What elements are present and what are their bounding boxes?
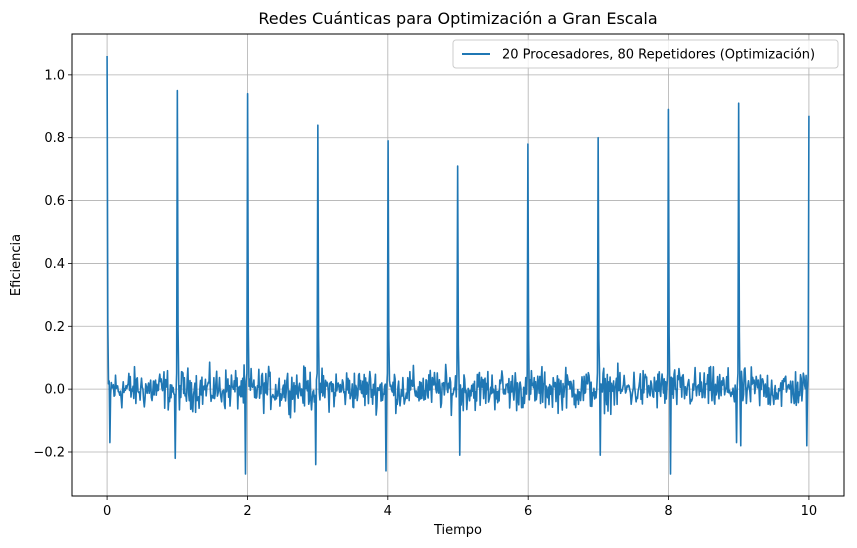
plot-frame <box>71 33 845 497</box>
y-tick-label: 0.0 <box>44 383 65 398</box>
y-tick-label: 0.6 <box>44 194 65 209</box>
x-tick-label: 0 <box>103 504 111 519</box>
x-tick-label: 6 <box>524 504 532 519</box>
ticks-layer: 0 2 4 6 8 10 −0.2 0.0 0.2 0.4 0.6 0.8 1.0 <box>33 68 817 519</box>
y-tick-label: 0.8 <box>44 131 65 146</box>
x-tick-label: 2 <box>243 504 251 519</box>
y-tick-label: 0.4 <box>44 257 65 272</box>
legend: 20 Procesadores, 80 Repetidores (Optimiz… <box>452 39 839 69</box>
y-axis-label: Eficiencia <box>9 234 24 296</box>
chart-title: Redes Cuánticas para Optimización a Gran… <box>258 9 657 28</box>
legend-box <box>452 39 839 69</box>
y-tick-label: −0.2 <box>33 446 65 461</box>
x-tick-label: 10 <box>801 504 818 519</box>
y-tick-label: 1.0 <box>44 68 65 83</box>
x-tick-label: 8 <box>664 504 672 519</box>
legend-label: 20 Procesadores, 80 Repetidores (Optimiz… <box>502 48 815 63</box>
x-tick-label: 4 <box>384 504 392 519</box>
series-layer <box>106 55 810 475</box>
series-line <box>106 55 810 475</box>
y-tick-label: 0.2 <box>44 320 65 335</box>
x-axis-label: Tiempo <box>433 523 482 538</box>
